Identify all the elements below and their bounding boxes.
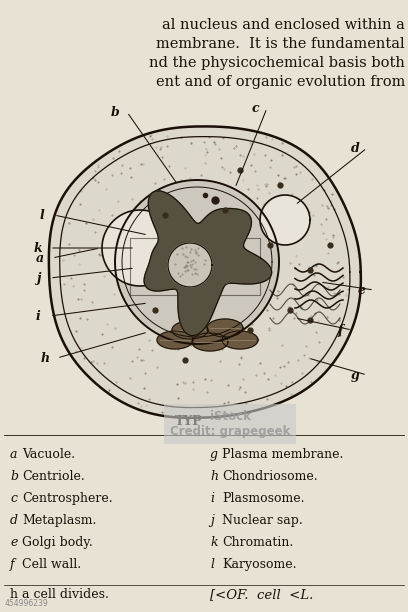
Text: Centrosphere.: Centrosphere. bbox=[22, 492, 113, 505]
Text: j: j bbox=[210, 514, 214, 527]
Text: membrane.  It is the fundamental: membrane. It is the fundamental bbox=[156, 37, 405, 51]
Polygon shape bbox=[207, 319, 243, 337]
Text: Golgi body.: Golgi body. bbox=[22, 536, 93, 549]
Polygon shape bbox=[115, 180, 279, 344]
Polygon shape bbox=[168, 243, 212, 287]
Text: Metaplasm.: Metaplasm. bbox=[22, 514, 96, 527]
Polygon shape bbox=[208, 256, 236, 284]
Polygon shape bbox=[222, 331, 258, 349]
Text: iStock
Credit: grapegeek: iStock Credit: grapegeek bbox=[170, 410, 290, 438]
Text: k: k bbox=[210, 536, 217, 549]
Text: h: h bbox=[40, 351, 49, 365]
Text: a: a bbox=[10, 448, 18, 461]
Text: Plasmosome.: Plasmosome. bbox=[222, 492, 304, 505]
Text: Karyosome.: Karyosome. bbox=[222, 558, 297, 571]
Text: j: j bbox=[36, 272, 40, 285]
Text: c: c bbox=[251, 102, 259, 114]
Text: i: i bbox=[210, 492, 214, 505]
Polygon shape bbox=[193, 263, 223, 293]
Text: TYP: TYP bbox=[175, 415, 203, 428]
Text: g: g bbox=[210, 448, 218, 461]
Text: Cell wall.: Cell wall. bbox=[22, 558, 81, 571]
Text: Plasma membrane.: Plasma membrane. bbox=[222, 448, 344, 461]
Text: Chondriosome.: Chondriosome. bbox=[222, 470, 317, 483]
Text: ent and of organic evolution from: ent and of organic evolution from bbox=[155, 75, 405, 89]
Text: g: g bbox=[350, 368, 359, 381]
Text: k: k bbox=[34, 242, 42, 255]
Polygon shape bbox=[195, 228, 235, 268]
Text: 454996239: 454996239 bbox=[5, 599, 49, 608]
Text: al nucleus and enclosed within a: al nucleus and enclosed within a bbox=[162, 18, 405, 32]
Polygon shape bbox=[183, 228, 207, 252]
Polygon shape bbox=[157, 331, 193, 349]
Text: [<OF.  cell  <L.: [<OF. cell <L. bbox=[210, 588, 313, 601]
Text: Centriole.: Centriole. bbox=[22, 470, 85, 483]
Polygon shape bbox=[49, 127, 361, 418]
Polygon shape bbox=[144, 191, 272, 335]
Text: a: a bbox=[36, 252, 44, 264]
Text: Nuclear sap.: Nuclear sap. bbox=[222, 514, 303, 527]
Text: e: e bbox=[358, 283, 366, 296]
Text: e: e bbox=[10, 536, 18, 549]
Text: b: b bbox=[111, 105, 120, 119]
Text: d: d bbox=[350, 141, 359, 154]
Text: h: h bbox=[210, 470, 218, 483]
Text: l: l bbox=[210, 558, 214, 571]
Polygon shape bbox=[192, 333, 228, 351]
Polygon shape bbox=[102, 210, 178, 286]
Text: f: f bbox=[337, 324, 343, 337]
Text: Chromatin.: Chromatin. bbox=[222, 536, 293, 549]
Text: d: d bbox=[10, 514, 18, 527]
Polygon shape bbox=[172, 321, 208, 339]
Text: i: i bbox=[35, 310, 40, 323]
Polygon shape bbox=[164, 245, 200, 281]
Polygon shape bbox=[260, 195, 310, 245]
Text: f: f bbox=[10, 558, 15, 571]
Text: c: c bbox=[10, 492, 17, 505]
Text: nd the physicochemical basis both: nd the physicochemical basis both bbox=[149, 56, 405, 70]
Text: b: b bbox=[10, 470, 18, 483]
Text: Vacuole.: Vacuole. bbox=[22, 448, 75, 461]
Text: h a cell divides.: h a cell divides. bbox=[10, 588, 109, 601]
Text: l: l bbox=[40, 209, 44, 222]
